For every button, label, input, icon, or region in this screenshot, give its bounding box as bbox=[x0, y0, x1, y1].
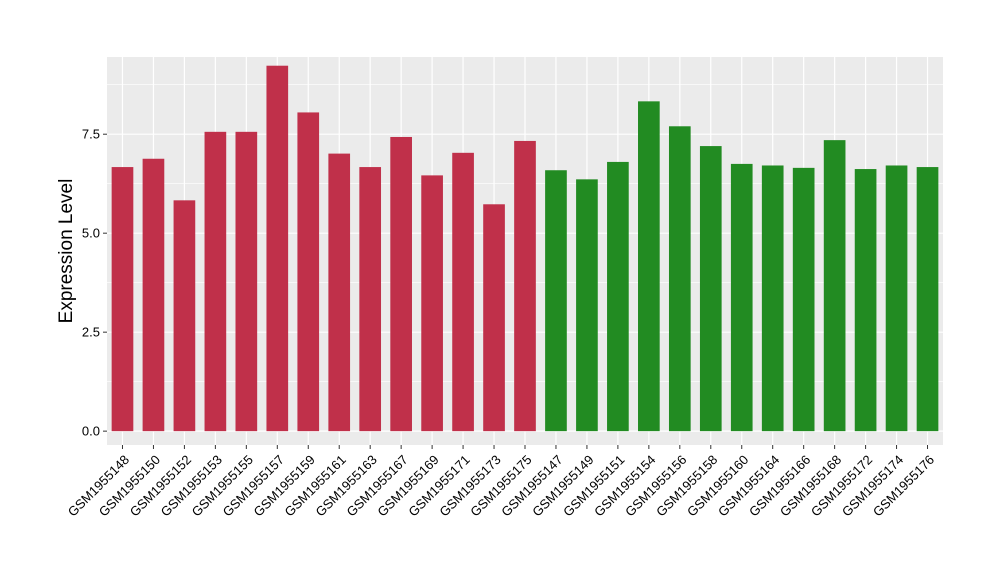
bar-GSM1955148 bbox=[111, 167, 134, 432]
bar-GSM1955158 bbox=[699, 146, 722, 432]
bar-GSM1955151 bbox=[607, 161, 629, 432]
bar-GSM1955172 bbox=[854, 169, 877, 432]
bar-GSM1955173 bbox=[483, 204, 505, 432]
bar-GSM1955157 bbox=[266, 65, 289, 432]
bar-GSM1955171 bbox=[452, 152, 474, 432]
bar-GSM1955164 bbox=[761, 165, 784, 432]
bar-GSM1955174 bbox=[885, 165, 908, 432]
x-axis: GSM1955148GSM1955150GSM1955152GSM1955153… bbox=[65, 445, 937, 519]
bars bbox=[111, 65, 939, 432]
bar-GSM1955175 bbox=[514, 140, 536, 432]
y-axis: 0.0 2.5 5.0 7.5 bbox=[82, 127, 107, 439]
bar-GSM1955156 bbox=[668, 126, 691, 432]
y-tick-label: 7.5 bbox=[82, 127, 100, 142]
bar-GSM1955168 bbox=[823, 140, 846, 432]
bar-GSM1955160 bbox=[730, 163, 753, 432]
bar-GSM1955176 bbox=[916, 167, 939, 432]
y-tick-label: 0.0 bbox=[82, 424, 100, 439]
bar-GSM1955163 bbox=[359, 167, 382, 432]
bar-GSM1955154 bbox=[638, 101, 660, 432]
bar-GSM1955150 bbox=[142, 158, 165, 432]
y-axis-title: Expression Level bbox=[56, 179, 77, 324]
y-tick-label: 5.0 bbox=[82, 226, 100, 241]
bar-GSM1955169 bbox=[421, 175, 443, 432]
y-tick-label: 2.5 bbox=[82, 325, 100, 340]
bar-GSM1955155 bbox=[235, 131, 258, 432]
bar-GSM1955152 bbox=[173, 200, 196, 432]
bar-GSM1955161 bbox=[328, 153, 351, 432]
bar-GSM1955167 bbox=[390, 136, 412, 432]
bar-GSM1955159 bbox=[297, 112, 320, 432]
bar-GSM1955166 bbox=[792, 167, 815, 432]
bar-GSM1955153 bbox=[204, 131, 227, 432]
bar-GSM1955149 bbox=[576, 179, 598, 432]
bar-GSM1955147 bbox=[545, 170, 567, 432]
